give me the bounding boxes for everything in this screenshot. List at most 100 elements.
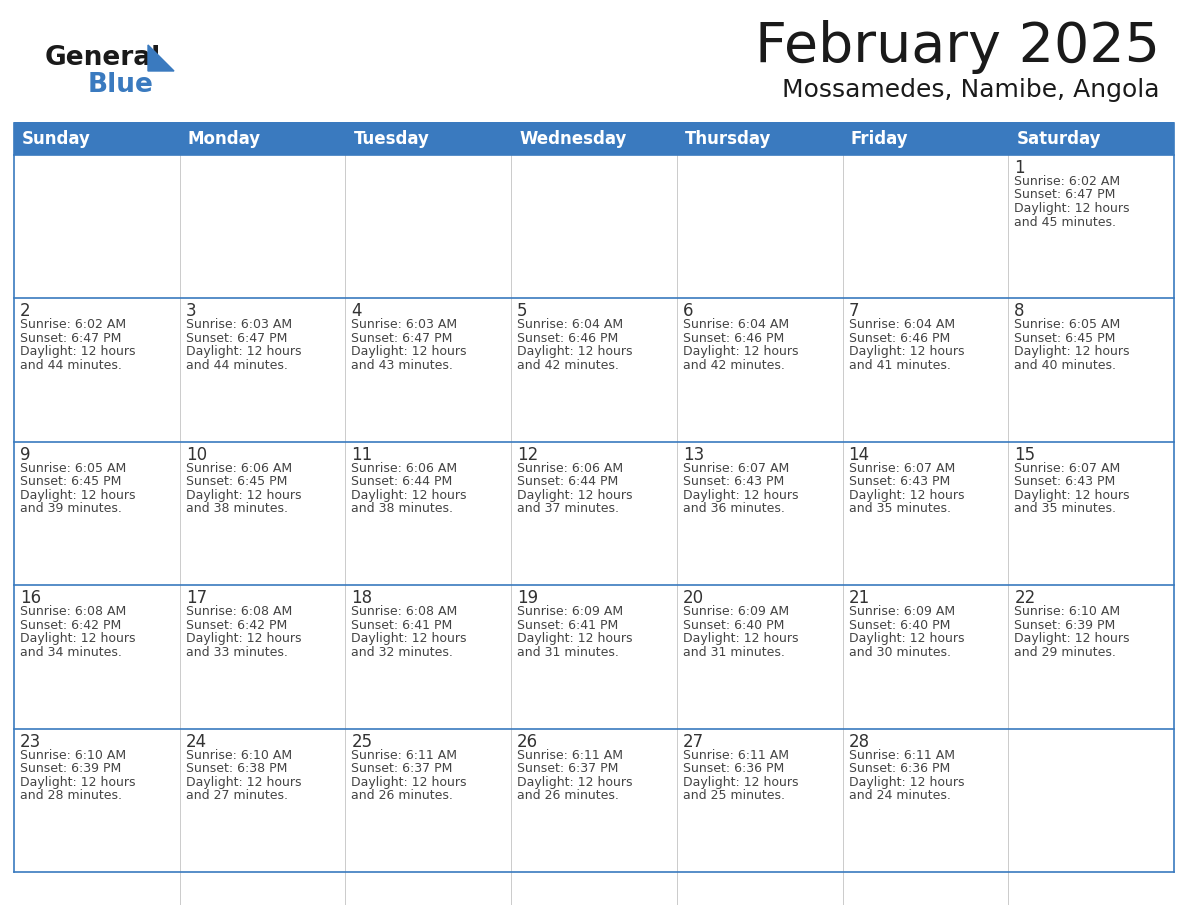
Text: Sunrise: 6:02 AM: Sunrise: 6:02 AM (20, 319, 126, 331)
Text: Sunset: 6:45 PM: Sunset: 6:45 PM (1015, 332, 1116, 345)
Text: Sunrise: 6:03 AM: Sunrise: 6:03 AM (352, 319, 457, 331)
Text: Daylight: 12 hours: Daylight: 12 hours (185, 776, 302, 789)
Text: February 2025: February 2025 (756, 20, 1159, 74)
Text: Daylight: 12 hours: Daylight: 12 hours (352, 488, 467, 502)
Text: General: General (45, 45, 162, 71)
Text: and 44 minutes.: and 44 minutes. (20, 359, 122, 372)
Text: 28: 28 (848, 733, 870, 751)
Text: Sunset: 6:41 PM: Sunset: 6:41 PM (352, 619, 453, 632)
Text: and 36 minutes.: and 36 minutes. (683, 502, 785, 515)
Text: Sunset: 6:46 PM: Sunset: 6:46 PM (517, 332, 619, 345)
Text: Sunset: 6:45 PM: Sunset: 6:45 PM (20, 476, 121, 488)
Text: and 45 minutes.: and 45 minutes. (1015, 216, 1117, 229)
Bar (14, 585, 1174, 729)
Text: Daylight: 12 hours: Daylight: 12 hours (20, 488, 135, 502)
Text: Daylight: 12 hours: Daylight: 12 hours (683, 776, 798, 789)
Text: Daylight: 12 hours: Daylight: 12 hours (20, 345, 135, 358)
Text: and 26 minutes.: and 26 minutes. (517, 789, 619, 802)
Text: Daylight: 12 hours: Daylight: 12 hours (352, 776, 467, 789)
Text: 24: 24 (185, 733, 207, 751)
Text: Sunset: 6:39 PM: Sunset: 6:39 PM (20, 762, 121, 775)
Text: Sunrise: 6:07 AM: Sunrise: 6:07 AM (1015, 462, 1120, 475)
Text: Daylight: 12 hours: Daylight: 12 hours (517, 633, 633, 645)
Text: 15: 15 (1015, 446, 1036, 464)
Text: Tuesday: Tuesday (353, 130, 429, 148)
Text: Sunset: 6:43 PM: Sunset: 6:43 PM (848, 476, 950, 488)
Text: and 25 minutes.: and 25 minutes. (683, 789, 785, 802)
Text: and 27 minutes.: and 27 minutes. (185, 789, 287, 802)
Text: Daylight: 12 hours: Daylight: 12 hours (1015, 633, 1130, 645)
Text: and 39 minutes.: and 39 minutes. (20, 502, 122, 515)
Text: Sunrise: 6:10 AM: Sunrise: 6:10 AM (1015, 605, 1120, 618)
Text: 27: 27 (683, 733, 704, 751)
Text: Sunset: 6:42 PM: Sunset: 6:42 PM (20, 619, 121, 632)
Text: and 30 minutes.: and 30 minutes. (848, 645, 950, 659)
Text: Sunset: 6:43 PM: Sunset: 6:43 PM (1015, 476, 1116, 488)
Text: 21: 21 (848, 589, 870, 607)
Text: Sunset: 6:47 PM: Sunset: 6:47 PM (352, 332, 453, 345)
Text: Sunrise: 6:08 AM: Sunrise: 6:08 AM (20, 605, 126, 618)
Bar (14, 122, 1174, 125)
Text: Daylight: 12 hours: Daylight: 12 hours (352, 633, 467, 645)
Text: Sunrise: 6:04 AM: Sunrise: 6:04 AM (517, 319, 624, 331)
Text: Sunset: 6:40 PM: Sunset: 6:40 PM (683, 619, 784, 632)
Text: 17: 17 (185, 589, 207, 607)
Text: 23: 23 (20, 733, 42, 751)
Text: Sunset: 6:43 PM: Sunset: 6:43 PM (683, 476, 784, 488)
Text: 19: 19 (517, 589, 538, 607)
Text: and 42 minutes.: and 42 minutes. (517, 359, 619, 372)
Text: Sunrise: 6:04 AM: Sunrise: 6:04 AM (683, 319, 789, 331)
Text: Sunrise: 6:07 AM: Sunrise: 6:07 AM (683, 462, 789, 475)
Text: Daylight: 12 hours: Daylight: 12 hours (848, 633, 965, 645)
Text: and 34 minutes.: and 34 minutes. (20, 645, 122, 659)
Bar (14, 729, 1174, 872)
Text: 4: 4 (352, 302, 362, 320)
Text: 7: 7 (848, 302, 859, 320)
Text: Sunset: 6:39 PM: Sunset: 6:39 PM (1015, 619, 1116, 632)
Text: Daylight: 12 hours: Daylight: 12 hours (1015, 488, 1130, 502)
Text: and 41 minutes.: and 41 minutes. (848, 359, 950, 372)
Text: Blue: Blue (88, 72, 154, 98)
Text: and 35 minutes.: and 35 minutes. (848, 502, 950, 515)
Text: 9: 9 (20, 446, 31, 464)
Text: and 26 minutes.: and 26 minutes. (352, 789, 454, 802)
Text: Sunset: 6:44 PM: Sunset: 6:44 PM (517, 476, 619, 488)
Text: Sunrise: 6:05 AM: Sunrise: 6:05 AM (1015, 319, 1120, 331)
Bar (14, 298, 1174, 442)
Text: Saturday: Saturday (1016, 130, 1101, 148)
Text: 13: 13 (683, 446, 704, 464)
Bar (14, 123, 1174, 155)
Text: Sunset: 6:37 PM: Sunset: 6:37 PM (517, 762, 619, 775)
Text: Sunset: 6:41 PM: Sunset: 6:41 PM (517, 619, 619, 632)
Text: Sunrise: 6:04 AM: Sunrise: 6:04 AM (848, 319, 955, 331)
Text: Sunrise: 6:06 AM: Sunrise: 6:06 AM (185, 462, 292, 475)
Text: Sunset: 6:45 PM: Sunset: 6:45 PM (185, 476, 287, 488)
Text: Sunset: 6:44 PM: Sunset: 6:44 PM (352, 476, 453, 488)
Text: and 29 minutes.: and 29 minutes. (1015, 645, 1117, 659)
Text: Daylight: 12 hours: Daylight: 12 hours (848, 345, 965, 358)
Text: Mossamedes, Namibe, Angola: Mossamedes, Namibe, Angola (783, 78, 1159, 102)
Bar (14, 442, 1174, 585)
Text: Daylight: 12 hours: Daylight: 12 hours (20, 776, 135, 789)
Text: Sunset: 6:47 PM: Sunset: 6:47 PM (1015, 188, 1116, 201)
Text: 6: 6 (683, 302, 694, 320)
Text: and 31 minutes.: and 31 minutes. (683, 645, 785, 659)
Text: Friday: Friday (851, 130, 908, 148)
Text: and 32 minutes.: and 32 minutes. (352, 645, 454, 659)
Text: Daylight: 12 hours: Daylight: 12 hours (185, 633, 302, 645)
Text: Thursday: Thursday (684, 130, 771, 148)
Text: 10: 10 (185, 446, 207, 464)
Text: Daylight: 12 hours: Daylight: 12 hours (517, 488, 633, 502)
Text: and 38 minutes.: and 38 minutes. (352, 502, 454, 515)
Text: 5: 5 (517, 302, 527, 320)
Text: Daylight: 12 hours: Daylight: 12 hours (683, 345, 798, 358)
Text: 11: 11 (352, 446, 373, 464)
Text: and 24 minutes.: and 24 minutes. (848, 789, 950, 802)
Text: Sunrise: 6:06 AM: Sunrise: 6:06 AM (517, 462, 624, 475)
Text: and 42 minutes.: and 42 minutes. (683, 359, 785, 372)
Text: 8: 8 (1015, 302, 1025, 320)
Text: Sunset: 6:47 PM: Sunset: 6:47 PM (185, 332, 287, 345)
Text: Wednesday: Wednesday (519, 130, 626, 148)
Text: and 35 minutes.: and 35 minutes. (1015, 502, 1117, 515)
Text: Sunset: 6:46 PM: Sunset: 6:46 PM (683, 332, 784, 345)
